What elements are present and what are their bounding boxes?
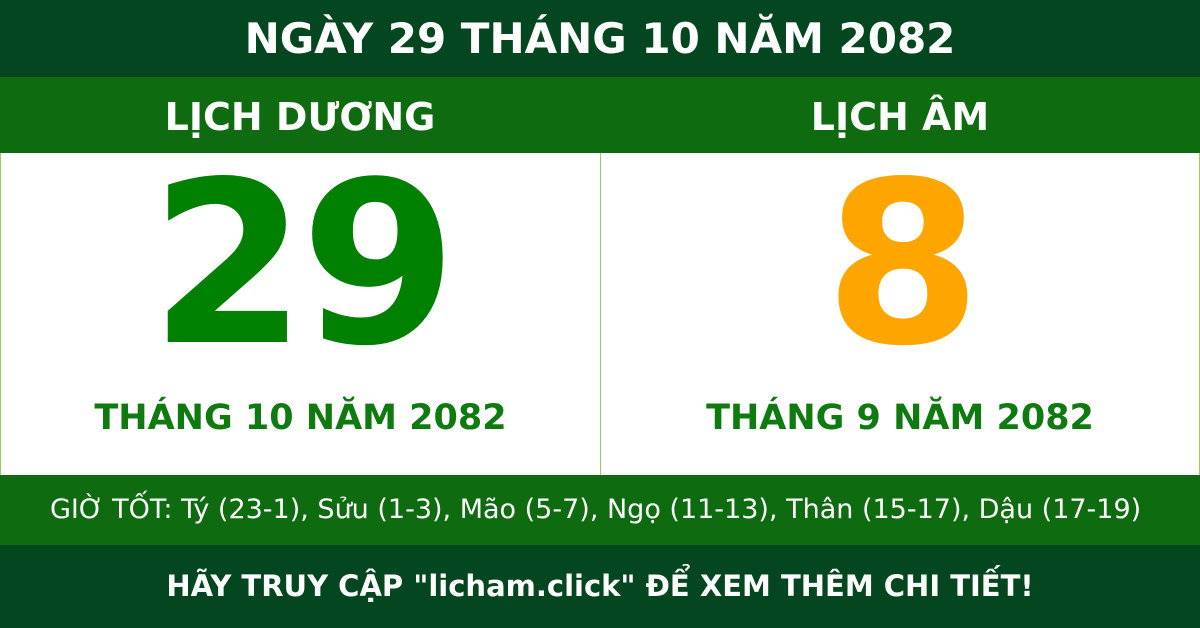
solar-month-year: THÁNG 10 NĂM 2082 [94,398,507,438]
lunar-month-year: THÁNG 9 NĂM 2082 [706,398,1094,438]
page-title: NGÀY 29 THÁNG 10 NĂM 2082 [0,0,1200,77]
solar-label: LỊCH DƯƠNG [164,95,436,139]
column-headers: LỊCH DƯƠNG LỊCH ÂM [0,77,1200,153]
lunar-panel: 8 THÁNG 9 NĂM 2082 [600,153,1200,475]
solar-day: 29 [149,134,457,396]
good-hours: GIỜ TỐT: Tý (23-1), Sửu (1-3), Mão (5-7)… [0,475,1200,545]
solar-panel: 29 THÁNG 10 NĂM 2082 [0,153,600,475]
footer-cta: HÃY TRUY CẬP "licham.click" ĐỂ XEM THÊM … [0,545,1200,628]
lunar-day: 8 [824,134,982,396]
lunar-label: LỊCH ÂM [810,95,990,139]
